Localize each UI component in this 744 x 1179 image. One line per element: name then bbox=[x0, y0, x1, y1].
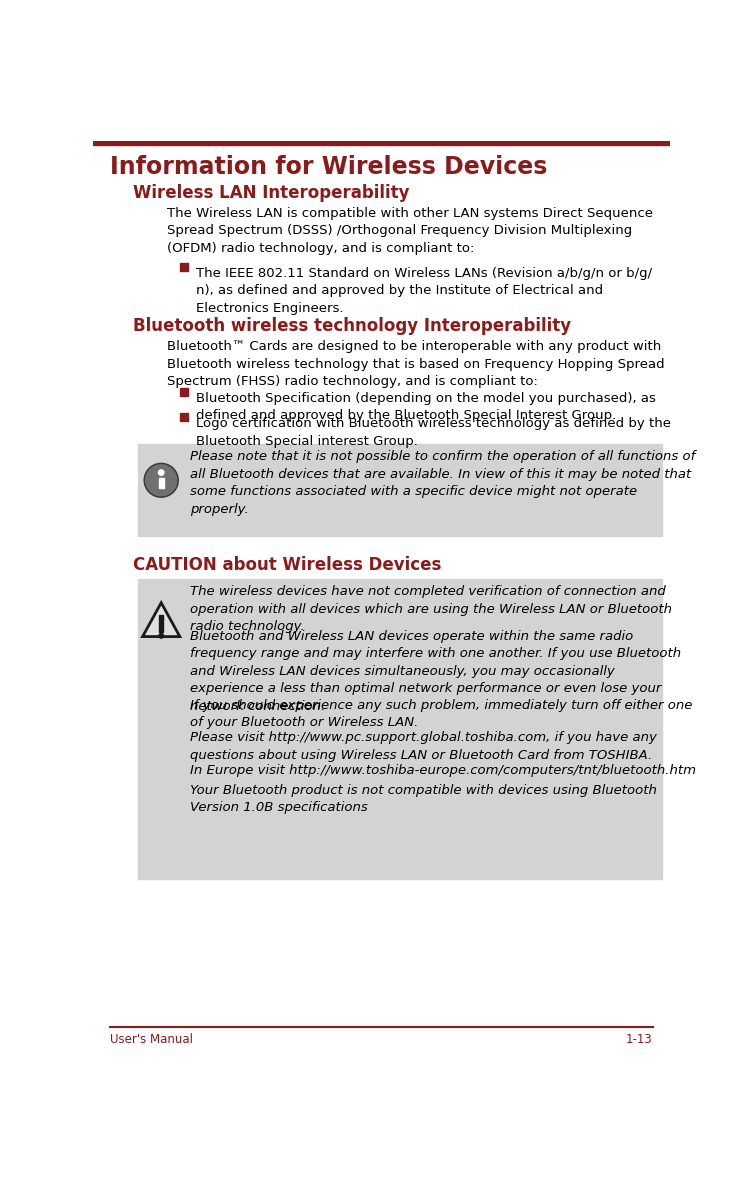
Bar bbox=[138, 444, 662, 535]
Text: 1-13: 1-13 bbox=[626, 1033, 652, 1046]
Circle shape bbox=[158, 470, 164, 475]
Text: The Wireless LAN is compatible with other LAN systems Direct Sequence
Spread Spe: The Wireless LAN is compatible with othe… bbox=[167, 208, 652, 255]
Text: Please visit http://www.pc.support.global.toshiba.com, if you have any
questions: Please visit http://www.pc.support.globa… bbox=[190, 731, 657, 762]
Circle shape bbox=[146, 465, 177, 495]
Text: Wireless LAN Interoperability: Wireless LAN Interoperability bbox=[133, 184, 410, 202]
Bar bbox=[159, 615, 163, 632]
Text: CAUTION about Wireless Devices: CAUTION about Wireless Devices bbox=[133, 555, 442, 574]
Bar bbox=[180, 263, 187, 271]
Text: Bluetooth™ Cards are designed to be interoperable with any product with
Bluetoot: Bluetooth™ Cards are designed to be inte… bbox=[167, 340, 664, 388]
Text: If you should experience any such problem, immediately turn off either one
of yo: If you should experience any such proble… bbox=[190, 699, 692, 730]
Text: Logo certification with Bluetooth wireless technology as defined by the
Bluetoot: Logo certification with Bluetooth wirele… bbox=[196, 417, 671, 448]
Bar bbox=[180, 388, 187, 396]
Text: Bluetooth Specification (depending on the model you purchased), as
defined and a: Bluetooth Specification (depending on th… bbox=[196, 391, 656, 422]
Circle shape bbox=[159, 633, 164, 638]
Bar bbox=[159, 477, 164, 488]
Text: The wireless devices have not completed verification of connection and
operation: The wireless devices have not completed … bbox=[190, 585, 672, 633]
Text: The IEEE 802.11 Standard on Wireless LANs (Revision a/b/g/n or b/g/
n), as defin: The IEEE 802.11 Standard on Wireless LAN… bbox=[196, 266, 652, 315]
Bar bbox=[93, 141, 670, 145]
Text: Bluetooth and Wireless LAN devices operate within the same radio
frequency range: Bluetooth and Wireless LAN devices opera… bbox=[190, 630, 681, 712]
Polygon shape bbox=[143, 602, 180, 637]
Circle shape bbox=[144, 463, 179, 498]
Bar bbox=[138, 579, 662, 880]
Text: Bluetooth wireless technology Interoperability: Bluetooth wireless technology Interopera… bbox=[133, 317, 571, 335]
Text: Your Bluetooth product is not compatible with devices using Bluetooth
Version 1.: Your Bluetooth product is not compatible… bbox=[190, 784, 657, 815]
Text: In Europe visit http://www.toshiba-europe.com/computers/tnt/bluetooth.htm: In Europe visit http://www.toshiba-europ… bbox=[190, 764, 696, 777]
Text: Please note that it is not possible to confirm the operation of all functions of: Please note that it is not possible to c… bbox=[190, 450, 695, 515]
Text: User's Manual: User's Manual bbox=[110, 1033, 193, 1046]
Bar bbox=[180, 414, 187, 421]
Text: Information for Wireless Devices: Information for Wireless Devices bbox=[110, 156, 548, 179]
